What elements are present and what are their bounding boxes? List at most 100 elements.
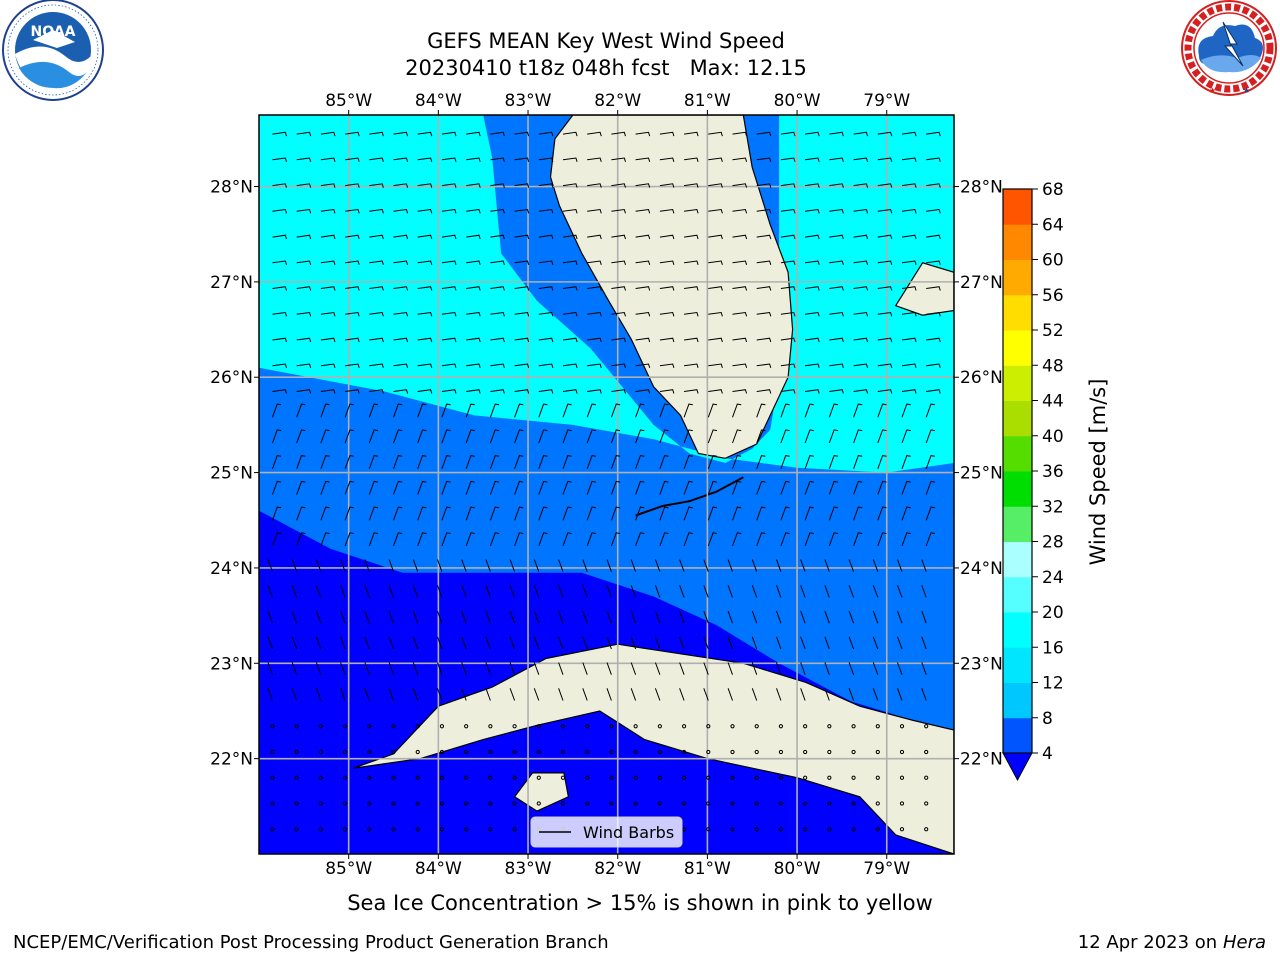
wind-barb <box>393 157 409 162</box>
wind-barb <box>805 260 820 265</box>
wind-barb <box>877 234 893 240</box>
wind-barb <box>901 455 911 469</box>
wind-barb <box>684 208 699 214</box>
wind-barb-calm <box>803 749 808 755</box>
wind-barb-calm <box>439 775 445 780</box>
wind-barb <box>562 311 578 317</box>
wind-barb-calm <box>464 801 469 806</box>
wind-barb <box>872 559 879 572</box>
wind-barb <box>562 480 572 495</box>
wind-barb <box>780 183 796 188</box>
wind-barb <box>369 183 384 188</box>
wind-barb <box>558 559 564 572</box>
wind-barb <box>926 260 941 265</box>
wind-barb <box>901 234 917 240</box>
wind-barb <box>756 260 772 265</box>
wind-barb <box>320 337 336 343</box>
wind-barb <box>756 286 772 291</box>
wind-barb-calm <box>851 827 856 832</box>
wind-barb <box>780 131 796 137</box>
wind-barb <box>727 662 733 675</box>
svg-text:★: ★ <box>1209 86 1216 95</box>
wind-barb <box>345 311 360 317</box>
wind-barb <box>635 389 651 394</box>
wind-barb <box>417 157 433 162</box>
wind-barb <box>340 636 346 650</box>
wind-barb <box>417 532 427 547</box>
wind-barb <box>756 183 772 188</box>
y-tick-label-left: 22°N <box>210 750 253 770</box>
colorbar-band <box>1003 189 1032 225</box>
wind-barb <box>926 234 941 240</box>
wind-barb <box>659 337 675 343</box>
wind-barb-calm <box>270 749 275 755</box>
wind-barb <box>538 208 554 214</box>
wind-barb <box>901 389 917 394</box>
wind-barb-calm <box>464 724 469 729</box>
wind-barb <box>466 157 481 162</box>
wind-barb <box>364 662 370 675</box>
wind-barb-calm <box>270 724 275 729</box>
wind-barb <box>538 403 548 418</box>
wind-barb <box>732 455 742 469</box>
wind-barb-calm <box>803 801 808 806</box>
wind-barb <box>320 429 330 444</box>
wind-barb <box>926 157 941 162</box>
wind-barb <box>848 688 855 701</box>
x-tick-label-top: 79°W <box>863 91 910 111</box>
wind-barb <box>611 337 626 343</box>
wind-barb <box>606 610 612 624</box>
wind-barb <box>344 532 354 547</box>
wind-barb-calm <box>681 775 687 780</box>
footer-credit: NCEP/EMC/Verification Post Processing Pr… <box>13 932 609 953</box>
wind-barb <box>586 403 596 418</box>
wind-barb <box>829 234 844 240</box>
wind-barb <box>872 688 879 701</box>
wind-barb-calm <box>706 775 711 780</box>
wind-barb <box>417 429 427 444</box>
wind-barb <box>877 506 887 521</box>
wind-barb-calm <box>367 801 372 806</box>
wind-barb <box>901 403 911 418</box>
wind-barb <box>853 480 863 495</box>
wind-barb <box>272 311 287 317</box>
wind-barb <box>489 532 500 547</box>
wind-barb <box>872 662 879 675</box>
wind-barb <box>344 403 354 418</box>
wind-barb-calm <box>875 775 880 780</box>
wind-barb <box>344 429 354 444</box>
wind-barb <box>465 506 475 521</box>
wind-barbs <box>267 131 941 832</box>
wind-barb <box>732 286 748 291</box>
wind-barb <box>586 506 596 521</box>
wind-barb-calm <box>560 724 566 729</box>
wind-barb <box>461 636 467 650</box>
wind-barb <box>340 585 346 598</box>
wind-barb <box>925 506 935 521</box>
wind-barb <box>412 662 419 675</box>
x-tick-label-bottom: 83°W <box>505 859 552 879</box>
wind-barb <box>780 389 796 394</box>
wind-barb <box>828 429 839 444</box>
wind-barb <box>489 403 500 418</box>
wind-barb <box>732 260 748 265</box>
wind-barb <box>921 688 927 701</box>
wind-barb <box>296 260 312 265</box>
wind-barb <box>727 688 733 701</box>
wind-barb <box>441 286 457 291</box>
wind-barb-calm <box>827 724 832 729</box>
colorbar-tick-label: 24 <box>1042 568 1064 588</box>
wind-barb <box>897 585 903 598</box>
wind-barb <box>610 532 621 547</box>
wind-barb <box>659 480 669 495</box>
wind-barb-calm <box>875 724 880 729</box>
colorbar-band <box>1003 541 1032 578</box>
wind-barb <box>364 559 370 572</box>
wind-barb-calm <box>585 775 590 780</box>
wind-barb <box>441 389 457 394</box>
wind-barb <box>901 183 917 188</box>
wind-barb-calm <box>342 724 348 729</box>
wind-barb <box>582 662 588 675</box>
wind-barb <box>635 429 645 444</box>
wind-barb <box>805 183 820 188</box>
